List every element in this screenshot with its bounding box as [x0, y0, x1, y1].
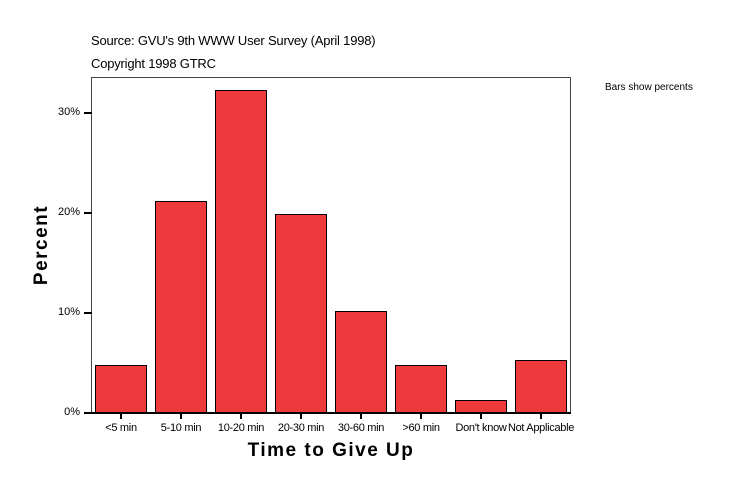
y-tick-label: 10%: [57, 306, 80, 318]
x-tick-label: 20-30 min: [277, 422, 325, 434]
bar: [155, 201, 207, 414]
x-tick-label: >60 min: [402, 422, 440, 434]
bar: [395, 365, 447, 414]
y-tick: [84, 212, 92, 214]
y-axis-title: Percent: [31, 204, 52, 286]
x-tick-label: Not Applicable: [507, 422, 575, 434]
chart-source: Source: GVU's 9th WWW User Survey (April…: [91, 33, 376, 48]
y-tick: [84, 412, 92, 414]
y-tick-label: 30%: [57, 106, 80, 118]
chart-annotation: Bars show percents: [605, 82, 693, 93]
x-tick: [300, 413, 302, 419]
x-tick: [360, 413, 362, 419]
x-tick: [120, 413, 122, 419]
bar: [215, 90, 267, 414]
x-axis-line: [85, 412, 571, 414]
x-tick: [480, 413, 482, 419]
x-axis-title: Time to Give Up: [247, 440, 415, 461]
x-tick: [540, 413, 542, 419]
plot-frame: [91, 77, 571, 413]
bar: [275, 214, 327, 414]
chart-copyright: Copyright 1998 GTRC: [91, 56, 216, 71]
bar: [335, 311, 387, 414]
y-tick: [84, 312, 92, 314]
x-tick-label: 10-20 min: [217, 422, 265, 434]
x-tick-label: Don't know: [455, 422, 507, 434]
bar: [95, 365, 147, 414]
x-tick-label: 30-60 min: [337, 422, 385, 434]
x-tick-label: <5 min: [105, 422, 137, 434]
x-tick: [180, 413, 182, 419]
y-tick-label: 20%: [57, 206, 80, 218]
x-tick: [420, 413, 422, 419]
y-tick: [84, 112, 92, 114]
bar: [515, 360, 567, 414]
y-tick-label: 0%: [64, 406, 80, 418]
x-tick-label: 5-10 min: [160, 422, 202, 434]
x-tick: [240, 413, 242, 419]
